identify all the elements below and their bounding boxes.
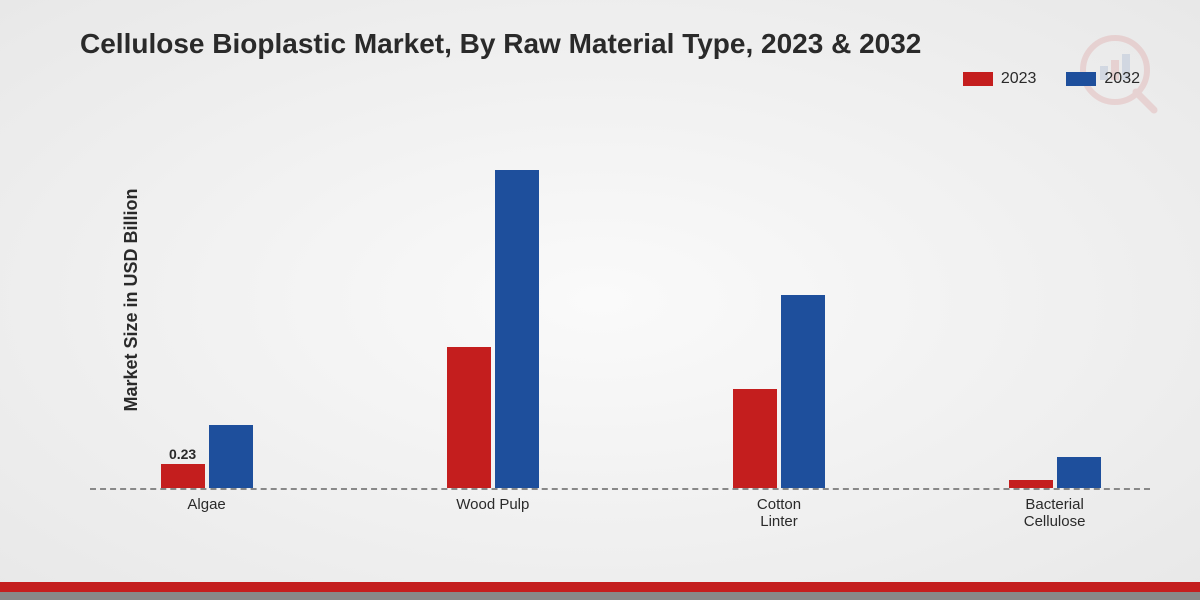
x-axis-category-label: Algae [187,496,225,513]
bar [733,389,777,488]
bar-value-label: 0.23 [169,446,196,462]
bar-group [447,170,539,488]
legend-swatch-2023 [963,72,993,86]
legend: 2023 2032 [963,70,1140,88]
bars-container: 0.23 [90,123,1150,488]
footer-stripe [0,582,1200,600]
x-axis-labels: Algae Wood Pulp CottonLinter BacterialCellu… [90,490,1150,535]
bar-group [1009,457,1101,488]
bar [495,170,539,488]
bar-group: 0.23 [161,425,253,488]
plot-area: 0.23 Algae Wood Pulp CottonLinter Bacterial… [90,120,1150,535]
bar [781,295,825,488]
bar [1057,457,1101,488]
x-axis-category-label: BacterialCellulose [1024,496,1086,531]
legend-label-2023: 2023 [1001,70,1037,88]
footer-grey-bar [0,592,1200,600]
legend-swatch-2032 [1066,72,1096,86]
x-axis-category-label: Wood Pulp [456,496,529,513]
footer-red-bar [0,582,1200,592]
legend-label-2032: 2032 [1104,70,1140,88]
bar-group [733,295,825,488]
bar [209,425,253,488]
bar [1009,480,1053,488]
bar [161,464,205,488]
legend-item-2023: 2023 [963,70,1037,88]
bar [447,347,491,488]
chart-title: Cellulose Bioplastic Market, By Raw Mate… [80,28,921,60]
legend-item-2032: 2032 [1066,70,1140,88]
x-axis-category-label: CottonLinter [757,496,801,531]
